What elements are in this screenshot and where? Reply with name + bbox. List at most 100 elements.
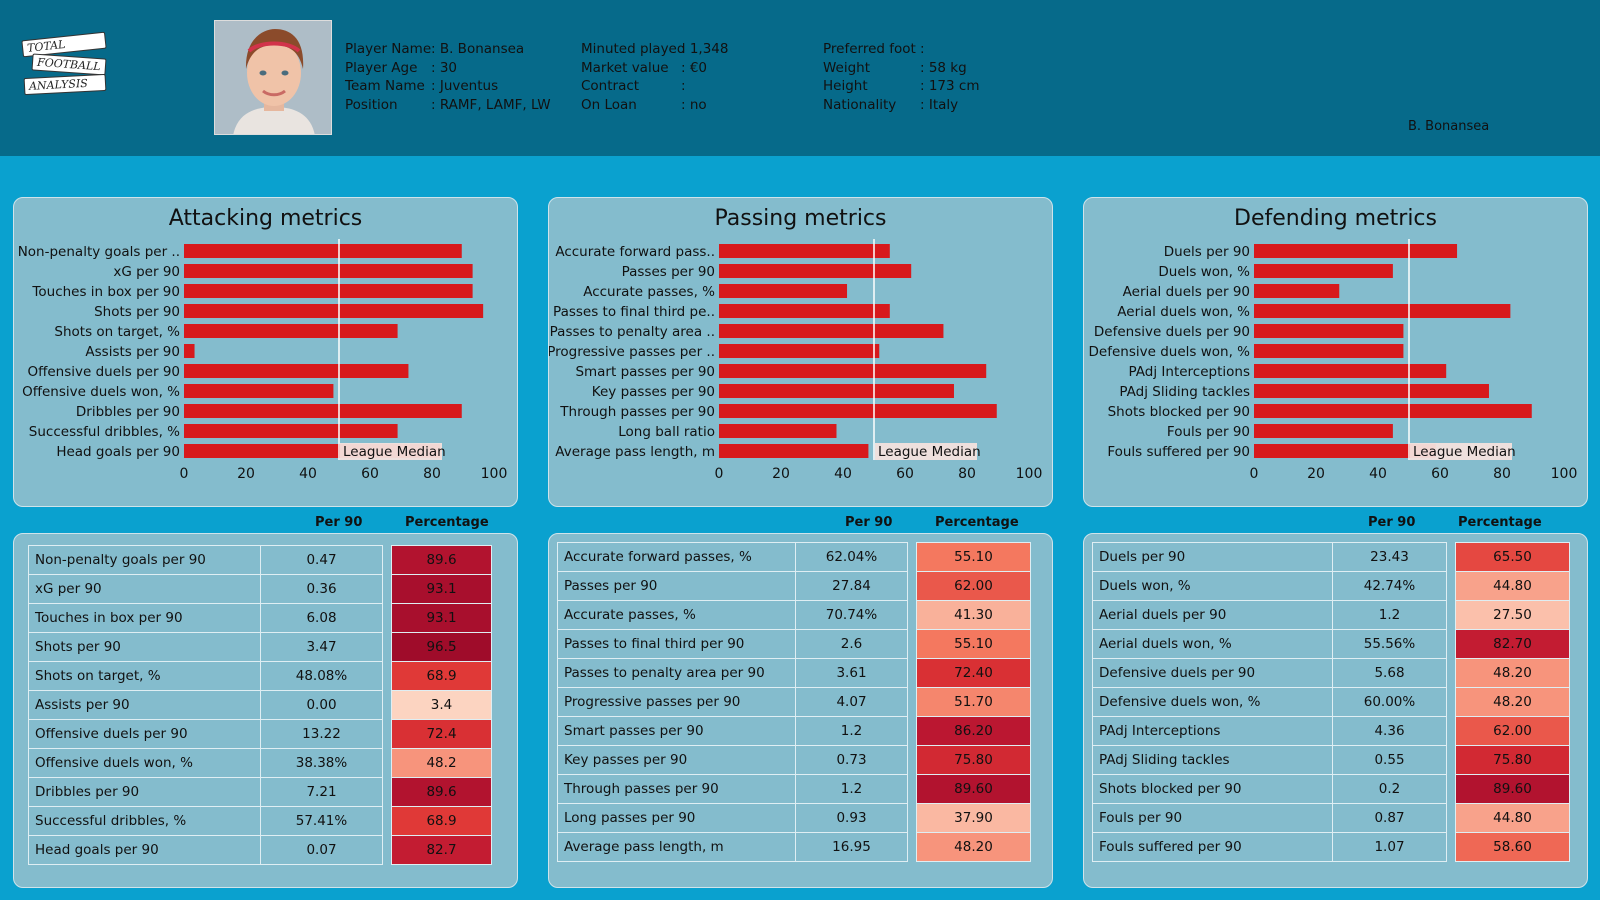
metric-name-cell: Aerial duels per 90 xyxy=(1092,600,1333,630)
player-info-row: Nationality: Italy xyxy=(823,96,979,115)
defending-metrics-panel: Defending metrics Duels per 90 Duels won,… xyxy=(1083,197,1588,507)
bar-category-label: Passes per 90 xyxy=(622,264,715,280)
column-gap xyxy=(1447,688,1456,717)
per90-value-cell: 0.73 xyxy=(795,745,908,775)
metric-bar xyxy=(1254,384,1489,398)
metric-name-cell: Duels per 90 xyxy=(1092,542,1333,572)
percentage-cell: 86.20 xyxy=(916,716,1031,746)
metric-name-cell: Passes to final third per 90 xyxy=(557,629,796,659)
metric-bar xyxy=(1254,364,1447,378)
player-info-row: Market value: €0 xyxy=(581,59,729,78)
defending-per90-header: Per 90 xyxy=(1368,515,1416,530)
percentage-cell: 89.60 xyxy=(1455,774,1570,804)
column-gap xyxy=(1447,543,1456,572)
per90-value-cell: 57.41% xyxy=(260,806,383,836)
table-row: Accurate passes, % 70.74% 41.30 xyxy=(557,600,1031,630)
percentage-cell: 82.70 xyxy=(1455,629,1570,659)
column-gap xyxy=(383,807,392,836)
table-row: Offensive duels per 90 13.22 72.4 xyxy=(28,719,492,749)
percentage-cell: 89.6 xyxy=(391,777,492,807)
metric-bar xyxy=(719,284,848,298)
column-gap xyxy=(383,546,392,575)
x-tick-label: 0 xyxy=(1250,466,1259,482)
attacking-metrics-chart: Non-penalty goals per .. xG per 90 Touches… xyxy=(18,239,507,482)
player-info-label: Team Name xyxy=(345,78,425,94)
logo-line-3: ANALYSIS xyxy=(23,73,107,96)
logo-line-2: FOOTBALL xyxy=(31,53,107,76)
table-row: Passes to final third per 90 2.6 55.10 xyxy=(557,629,1031,659)
bar-category-label: Defensive duels won, % xyxy=(1089,344,1251,360)
per90-value-cell: 1.07 xyxy=(1332,832,1447,862)
x-tick-label: 100 xyxy=(1551,466,1578,482)
per90-value-cell: 4.36 xyxy=(1332,716,1447,746)
column-gap xyxy=(908,833,917,862)
column-gap xyxy=(908,601,917,630)
column-gap xyxy=(908,717,917,746)
per90-value-cell: 0.93 xyxy=(795,803,908,833)
metric-name-cell: Smart passes per 90 xyxy=(557,716,796,746)
bar-category-label: Shots on target, % xyxy=(54,324,180,340)
bar-category-label: Smart passes per 90 xyxy=(575,364,715,380)
column-gap xyxy=(1447,572,1456,601)
bar-category-label: Progressive passes per .. xyxy=(549,344,715,360)
bar-category-label: Offensive duels per 90 xyxy=(27,364,180,380)
percentage-cell: 55.10 xyxy=(916,542,1031,572)
player-info-value: : 58 kg xyxy=(920,59,967,76)
table-row: Through passes per 90 1.2 89.60 xyxy=(557,774,1031,804)
column-gap xyxy=(908,572,917,601)
defending-metrics-table: Duels per 90 23.43 65.50 Duels won, % 42.74%… xyxy=(1092,542,1570,862)
bar-category-label: Fouls suffered per 90 xyxy=(1107,444,1250,460)
metric-bar xyxy=(184,424,398,438)
player-info-row: Player Name: B. Bonansea xyxy=(345,40,551,59)
metric-name-cell: Defensive duels per 90 xyxy=(1092,658,1333,688)
passing-table-panel: Accurate forward passes, % 62.04% 55.10 Pas… xyxy=(548,533,1053,888)
percentage-cell: 58.60 xyxy=(1455,832,1570,862)
metric-name-cell: Fouls per 90 xyxy=(1092,803,1333,833)
metric-bar xyxy=(184,244,462,258)
player-info-row: Height: 173 cm xyxy=(823,77,979,96)
metric-bar xyxy=(719,424,837,438)
table-row: Long passes per 90 0.93 37.90 xyxy=(557,803,1031,833)
metric-name-cell: Non-penalty goals per 90 xyxy=(28,545,261,575)
bar-category-label: Long ball ratio xyxy=(618,424,715,440)
x-tick-label: 60 xyxy=(1431,466,1449,482)
table-row: Offensive duels won, % 38.38% 48.2 xyxy=(28,748,492,778)
passing-metrics-chart: Accurate forward pass.. Passes per 90 Accu… xyxy=(549,239,1042,482)
player-info-value: : 173 cm xyxy=(920,78,980,94)
per90-value-cell: 3.47 xyxy=(260,632,383,662)
metric-bar xyxy=(1254,304,1511,318)
column-gap xyxy=(383,836,392,865)
per90-value-cell: 4.07 xyxy=(795,687,908,717)
percentage-cell: 89.6 xyxy=(391,545,492,575)
metric-name-cell: Touches in box per 90 xyxy=(28,603,261,633)
per90-value-cell: 70.74% xyxy=(795,600,908,630)
player-info-value: : €0 xyxy=(681,59,708,76)
player-info-row: On Loan: no xyxy=(581,96,729,115)
league-median-label: League Median xyxy=(1413,444,1516,460)
bar-category-label: Fouls per 90 xyxy=(1167,424,1250,440)
x-tick-label: 40 xyxy=(1369,466,1387,482)
player-info-label: Preferred foot xyxy=(823,41,916,57)
percentage-cell: 44.80 xyxy=(1455,571,1570,601)
league-median-label-box xyxy=(1410,443,1512,460)
table-row: Defensive duels won, % 60.00% 48.20 xyxy=(1092,687,1570,717)
per90-value-cell: 5.68 xyxy=(1332,658,1447,688)
x-tick-label: 0 xyxy=(715,466,724,482)
player-info-row: Contract: xyxy=(581,77,729,96)
player-info-value: : RAMF, LAMF, LW xyxy=(431,96,551,113)
metric-name-cell: Progressive passes per 90 xyxy=(557,687,796,717)
percentage-cell: 75.80 xyxy=(1455,745,1570,775)
table-row: Assists per 90 0.00 3.4 xyxy=(28,690,492,720)
metric-bar xyxy=(719,364,987,378)
column-gap xyxy=(1447,630,1456,659)
per90-value-cell: 1.2 xyxy=(1332,600,1447,630)
metric-name-cell: Defensive duels won, % xyxy=(1092,687,1333,717)
player-portrait-icon xyxy=(215,21,331,134)
player-info-value: : Juventus xyxy=(431,78,499,94)
bar-category-label: Average pass length, m xyxy=(555,444,715,460)
defending-percentage-header: Percentage xyxy=(1458,515,1542,530)
bar-category-label: Passes to final third pe.. xyxy=(553,304,715,320)
attacking-metrics-table: Non-penalty goals per 90 0.47 89.6 xG per 9… xyxy=(28,545,492,865)
metric-bar xyxy=(184,304,484,318)
x-tick-label: 0 xyxy=(180,466,189,482)
